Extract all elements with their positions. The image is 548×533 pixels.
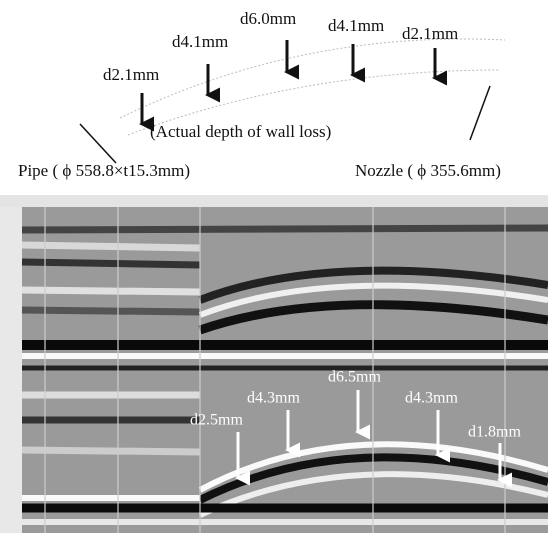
figure: d2.1mm d4.1mm d6.0mm d4.1mm d2.1mm (Actu… bbox=[0, 0, 548, 533]
depth-arrows bbox=[142, 40, 435, 124]
depth-label: d6.0mm bbox=[240, 9, 296, 28]
nozzle-leader bbox=[470, 86, 490, 140]
pipe-label: Pipe ( ϕ 558.8×t15.3mm) bbox=[18, 161, 190, 180]
measured-label: d1.8mm bbox=[468, 424, 521, 441]
measured-label: d2.5mm bbox=[190, 412, 243, 429]
caption: (Actual depth of wall loss) bbox=[150, 122, 331, 141]
measured-label: d6.5mm bbox=[328, 369, 381, 386]
pipe-leader bbox=[80, 124, 116, 163]
depth-label: d4.1mm bbox=[172, 32, 228, 51]
measured-label: d4.3mm bbox=[247, 390, 300, 407]
ultrasonic-image bbox=[0, 195, 548, 533]
depth-label: d2.1mm bbox=[402, 24, 458, 43]
pipe-outline bbox=[120, 39, 505, 135]
measured-label: d4.3mm bbox=[405, 390, 458, 407]
depth-label: d4.1mm bbox=[328, 16, 384, 35]
depth-label: d2.1mm bbox=[103, 65, 159, 84]
nozzle-label: Nozzle ( ϕ 355.6mm) bbox=[355, 161, 501, 180]
